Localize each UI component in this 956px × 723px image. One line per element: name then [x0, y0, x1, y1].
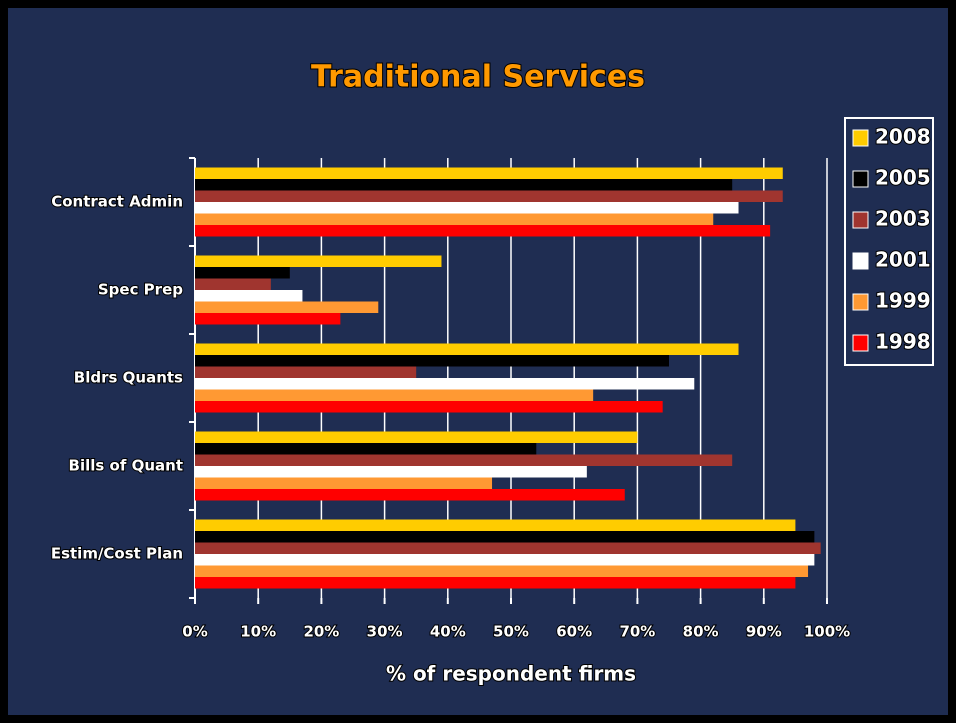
bar	[195, 301, 379, 313]
x-tick-label: 50%	[493, 623, 529, 641]
bar	[195, 343, 739, 355]
bar	[195, 542, 821, 554]
x-tick-label: 30%	[367, 623, 403, 641]
bar	[195, 278, 271, 290]
bar	[195, 190, 783, 202]
legend-swatch	[852, 334, 869, 352]
bar	[195, 454, 733, 466]
bar	[195, 401, 663, 413]
legend-swatch	[852, 252, 869, 270]
bar	[195, 366, 417, 378]
x-tick-label: 60%	[556, 623, 592, 641]
x-tick-label: 70%	[619, 623, 655, 641]
bar	[195, 179, 733, 191]
legend-swatch	[852, 293, 869, 311]
bar	[195, 466, 587, 478]
bar	[195, 389, 594, 401]
chart-title: Traditional Services	[311, 60, 645, 95]
x-tick-label: 0%	[182, 623, 207, 641]
bar	[195, 519, 796, 531]
bar	[195, 225, 771, 237]
legend-swatch	[852, 170, 869, 188]
legend-label: 1998	[875, 330, 931, 354]
x-tick-label: 100%	[804, 623, 850, 641]
x-tick-label: 20%	[303, 623, 339, 641]
bar	[195, 577, 796, 589]
bar	[195, 565, 809, 577]
y-tick-label: Estim/Cost Plan	[51, 545, 183, 563]
legend-swatch	[852, 211, 869, 229]
legend-label: 2001	[875, 248, 931, 272]
bar	[195, 355, 669, 367]
legend-label: 2008	[875, 125, 931, 149]
bar	[195, 378, 695, 390]
x-tick-label: 90%	[746, 623, 782, 641]
bar	[195, 213, 714, 225]
bar	[195, 167, 783, 179]
x-tick-label: 40%	[430, 623, 466, 641]
y-tick-label: Spec Prep	[98, 281, 183, 299]
bar	[195, 554, 815, 566]
bar	[195, 267, 290, 279]
legend-swatch	[852, 129, 869, 147]
y-tick-label: Bills of Quant	[69, 457, 183, 475]
y-tick-label: Contract Admin	[51, 193, 183, 211]
legend-box	[844, 117, 934, 366]
y-tick-label: Bldrs Quants	[74, 369, 183, 387]
bar	[195, 255, 442, 267]
legend-label: 2005	[875, 166, 931, 190]
bar	[195, 443, 537, 455]
bar	[195, 202, 739, 214]
bar	[195, 531, 815, 543]
x-tick-label: 10%	[240, 623, 276, 641]
bar	[195, 431, 638, 443]
x-tick-label: 80%	[683, 623, 719, 641]
legend-label: 1999	[875, 289, 931, 313]
bar	[195, 290, 303, 302]
bar	[195, 313, 341, 325]
x-axis-label: % of respondent firms	[386, 662, 636, 686]
bar	[195, 489, 625, 501]
legend-label: 2003	[875, 207, 931, 231]
bar	[195, 477, 493, 489]
